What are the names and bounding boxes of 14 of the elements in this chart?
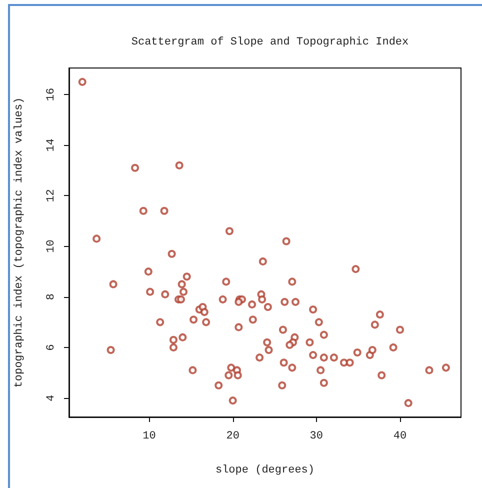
y-tick-label: 8 — [46, 294, 58, 300]
x-tick-label: 40 — [393, 430, 407, 442]
y-tick-label: 16 — [46, 88, 58, 102]
x-tick-label: 20 — [226, 430, 240, 442]
x-tick-label: 30 — [310, 430, 324, 442]
y-tick-label: 10 — [46, 240, 58, 253]
y-tick-label: 4 — [46, 394, 58, 402]
y-tick-label: 12 — [46, 189, 58, 202]
x-axis-title: slope (degrees) — [215, 464, 315, 476]
y-axis-title: topographic index (topographic index values) — [14, 97, 26, 388]
y-tick-label: 14 — [46, 138, 58, 152]
chart-title: Scattergram of Slope and Topographic Index — [131, 36, 410, 48]
y-tick-label: 6 — [46, 344, 58, 351]
x-tick-label: 10 — [142, 430, 156, 442]
